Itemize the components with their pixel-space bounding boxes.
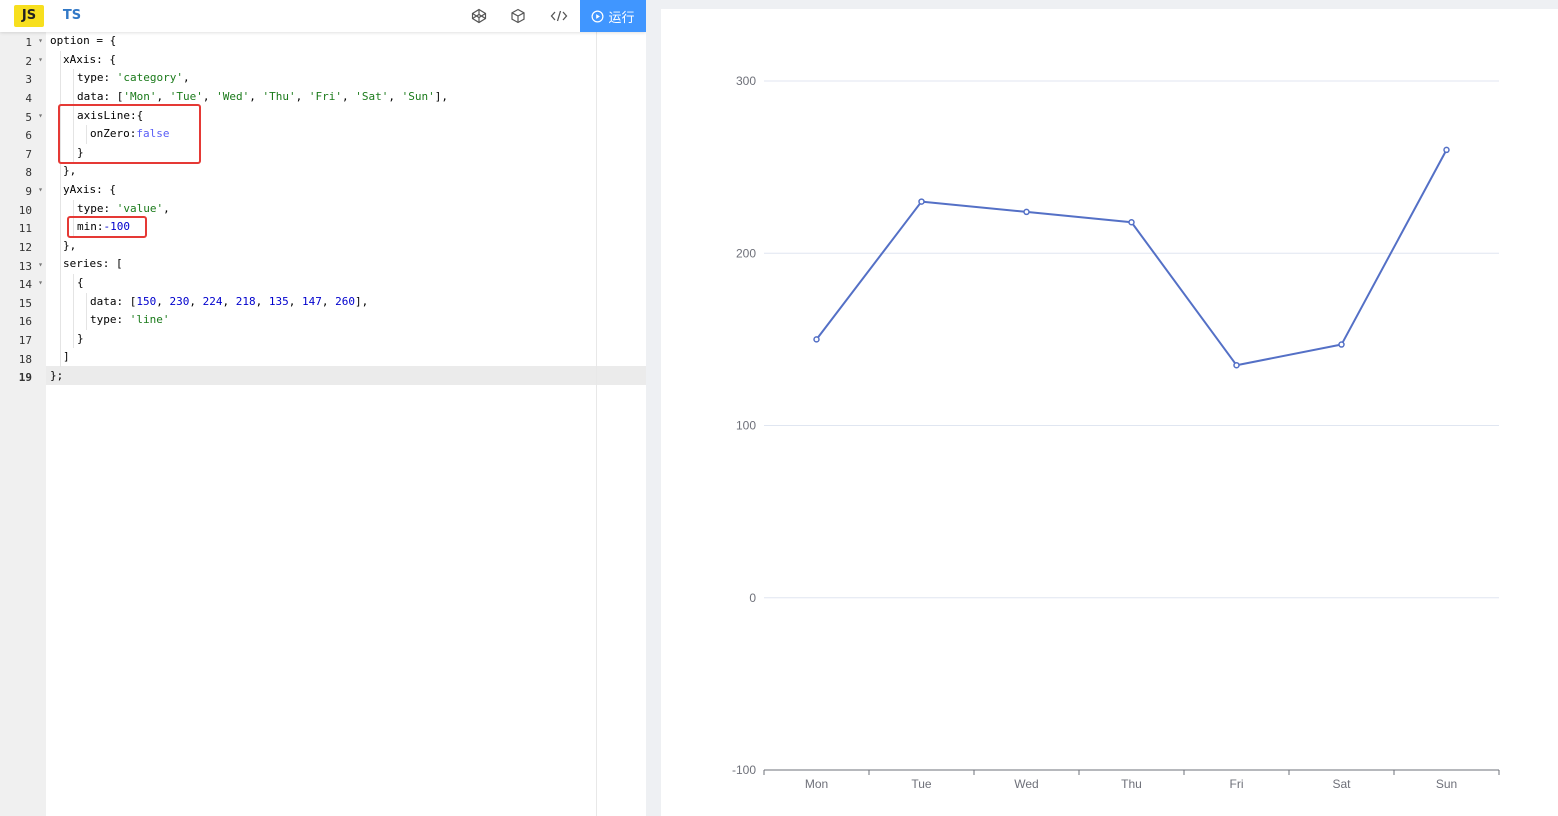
code-line: type: 'line' [90,313,170,326]
code-line: ] [63,350,70,363]
line-number: 12 [18,240,32,254]
fold-toggle-icon[interactable]: ▾ [38,278,43,288]
code-line: type: 'category', [77,71,190,84]
y-tick-label: 100 [736,419,756,433]
fold-toggle-icon[interactable]: ▾ [38,36,43,45]
fold-toggle-icon[interactable]: ▾ [38,54,43,64]
chart-preview-panel: 300 200 100 0 -100 Mon Tue Wed Thu Fri Sat Sun [661,9,1558,816]
x-tick-label: Wed [1014,777,1038,791]
editor-toolbar: JS TS [0,0,646,32]
x-tick-label: Sat [1332,777,1351,791]
codepen-icon[interactable] [469,6,489,26]
y-tick-label: 300 [736,74,756,88]
indent-guide [86,293,87,330]
indent-guide [60,51,61,367]
code-line: data: ['Mon', 'Tue', 'Wed', 'Thu', 'Fri'… [77,90,448,103]
active-line-highlight [0,366,646,385]
x-tick-label: Fri [1230,777,1244,791]
code-icon[interactable] [549,6,569,26]
indent-guide [86,125,87,144]
y-tick-label: -100 [732,763,756,777]
line-number: 17 [18,334,32,348]
data-point [918,198,925,205]
code-line: series: [ [63,257,123,270]
code-line: type: 'value', [77,202,170,215]
code-line: axisLine:{ [77,109,144,122]
code-line: { [77,276,84,289]
line-number: 10 [18,203,32,217]
line-number: 14 ▾ [18,278,43,292]
line-number: 1 ▾ [25,36,43,49]
indent-guide [73,69,74,162]
line-chart: 300 200 100 0 -100 Mon Tue Wed Thu Fri Sat Sun [732,74,1500,791]
highlight-box-min [67,216,147,238]
play-circle-icon [591,10,604,22]
line-number: 11 [18,222,32,236]
data-point [1128,218,1135,226]
tab-js[interactable]: JS [14,5,44,27]
code-line: } [77,332,84,345]
code-line: min:-100 [77,220,130,233]
code-line: }, [63,164,77,177]
data-point [1338,341,1345,348]
data-point [1443,146,1450,154]
indent-guide [73,274,74,348]
code-line: xAxis: { [63,53,116,66]
fold-toggle-icon[interactable]: ▾ [38,185,43,195]
x-tick-label: Mon [805,777,828,791]
line-number: 15 [18,296,32,310]
line-number: 8 [25,166,32,180]
code-line: } [77,146,84,159]
x-tick-label: Thu [1121,777,1142,791]
highlight-box-axisline [58,104,201,164]
codesandbox-icon[interactable] [508,6,528,26]
line-number: 6 [25,129,32,143]
fold-toggle-icon[interactable]: ▾ [38,259,43,269]
line-number: 9 ▾ [25,185,43,199]
line-number: 4 [25,91,32,105]
line-number: 19 [18,371,32,385]
y-tick-label: 200 [736,246,756,260]
code-line: yAxis: { [63,183,116,196]
line-number: 5 ▾ [25,110,43,124]
code-line: }; [50,369,64,382]
line-number: 3 [25,73,32,87]
data-point [1023,208,1030,216]
data-point [813,336,820,343]
y-tick-label: 0 [749,591,756,605]
indent-guide [73,200,74,237]
x-tick-label: Tue [911,777,932,791]
line-number-gutter [0,32,46,816]
fold-toggle-icon[interactable]: ▾ [38,110,43,120]
x-tick-label: Sun [1436,777,1457,791]
code-line: option = { [50,34,117,47]
run-button[interactable]: 运行 [580,0,646,32]
line-number: 16 [18,315,32,329]
series-line [815,149,1448,367]
code-line: data: [150, 230, 224, 218, 135, 147, 260… [90,295,369,308]
code-editor-panel[interactable]: JS TS [0,0,646,816]
line-number: 2 ▾ [25,54,43,68]
print-margin [596,32,597,816]
line-number: 18 [18,352,32,366]
data-point [1233,361,1240,369]
line-number: 7 [25,147,32,161]
code-line: onZero:false [90,127,170,140]
run-button-label: 运行 [608,10,635,26]
line-number: 13 ▾ [18,259,43,273]
code-line: }, [63,239,77,252]
tab-ts[interactable]: TS [62,8,82,23]
